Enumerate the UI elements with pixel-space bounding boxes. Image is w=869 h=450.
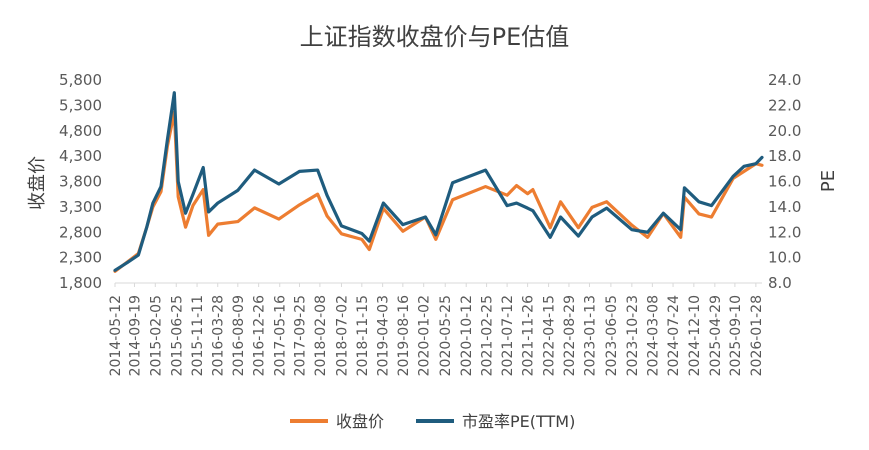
chart-title: 上证指数收盘价与PE估值 <box>300 23 570 51</box>
x-tick-label: 2021-02-25 <box>480 295 496 376</box>
legend-label-close-price: 收盘价 <box>336 412 384 431</box>
y2-tick-label: 24.0 <box>768 71 801 89</box>
series-layer <box>113 91 764 273</box>
x-tick-label: 2020-05-25 <box>438 295 454 376</box>
y-axis-title: 收盘价 <box>27 156 48 210</box>
legend: 收盘价 市盈率PE(TTM) <box>290 412 575 431</box>
y2-tick-label: 12.0 <box>768 223 801 241</box>
x-tick-label: 2024-07-24 <box>666 295 682 376</box>
x-tick-label: 2016-12-26 <box>252 295 268 376</box>
x-tick-label: 2016-08-09 <box>231 295 247 376</box>
x-tick-label: 2018-02-08 <box>313 295 329 376</box>
x-tick-label: 2025-09-10 <box>728 295 744 376</box>
x-tick-label: 2024-12-10 <box>687 295 703 376</box>
x-tick-label: 2015-11-11 <box>190 295 206 376</box>
left-axis-ticks: 1,800 2,300 2,800 3,300 3,800 4,300 4,800 5,300… <box>59 71 102 292</box>
y2-tick-label: 22.0 <box>768 96 801 114</box>
y-tick-label: 2,800 <box>59 223 102 241</box>
y-tick-label: 4,800 <box>59 122 102 140</box>
x-tick-label: 2016-03-28 <box>211 295 227 376</box>
y-tick-label: 2,300 <box>59 249 102 267</box>
series-line-close-price <box>113 110 764 273</box>
x-tick-label: 2020-10-12 <box>459 295 475 376</box>
x-tick-label: 2022-08-29 <box>562 295 578 376</box>
x-tick-label: 2014-09-19 <box>127 295 143 376</box>
x-tick-label: 2018-07-02 <box>334 295 350 376</box>
y-tick-label: 3,300 <box>59 198 102 216</box>
x-tick-label: 2026-01-28 <box>749 295 765 376</box>
y-tick-label: 4,300 <box>59 147 102 165</box>
y2-tick-label: 14.0 <box>768 198 801 216</box>
x-tick-label: 2017-05-16 <box>273 295 289 376</box>
y2-tick-label: 20.0 <box>768 122 801 140</box>
legend-label-pe: 市盈率PE(TTM) <box>462 412 575 431</box>
x-tick-label: 2014-05-12 <box>108 295 124 376</box>
y2-tick-label: 10.0 <box>768 249 801 267</box>
y-tick-label: 5,800 <box>59 71 102 89</box>
x-tick-label: 2019-08-16 <box>396 295 412 376</box>
x-tick-label: 2015-06-25 <box>169 295 185 376</box>
x-tick-label: 2021-07-12 <box>500 295 516 376</box>
x-tick-label: 2023-10-23 <box>625 295 641 376</box>
x-tick-label: 2015-02-05 <box>148 295 164 376</box>
y-tick-label: 1,800 <box>59 274 102 292</box>
y2-tick-label: 16.0 <box>768 173 801 191</box>
y2-tick-label: 18.0 <box>768 147 801 165</box>
x-tick-label: 2017-09-25 <box>293 295 309 376</box>
x-tick-label: 2025-04-29 <box>708 295 724 376</box>
y2-axis-title: PE <box>818 170 839 192</box>
y2-tick-label: 8.0 <box>768 274 792 292</box>
x-tick-label: 2023-01-13 <box>582 295 598 376</box>
series-line-pe <box>113 91 764 272</box>
x-tick-label: 2024-03-08 <box>645 295 661 376</box>
x-tick-label: 2019-04-03 <box>376 295 392 376</box>
x-tick-label: 2022-04-15 <box>542 295 558 376</box>
x-tick-label: 2018-11-15 <box>355 295 371 376</box>
y-tick-label: 3,800 <box>59 173 102 191</box>
y-tick-label: 5,300 <box>59 96 102 114</box>
x-axis-ticks: 2014-05-12 2014-09-19 2015-02-05 2015-06-25… <box>108 283 765 376</box>
right-axis-ticks: 8.0 10.0 12.0 14.0 16.0 18.0 20.0 22.0 24.0 <box>768 71 801 292</box>
x-tick-label: 2021-11-26 <box>521 295 537 376</box>
x-tick-label: 2020-01-02 <box>417 295 433 376</box>
x-tick-label: 2023-06-05 <box>604 295 620 376</box>
